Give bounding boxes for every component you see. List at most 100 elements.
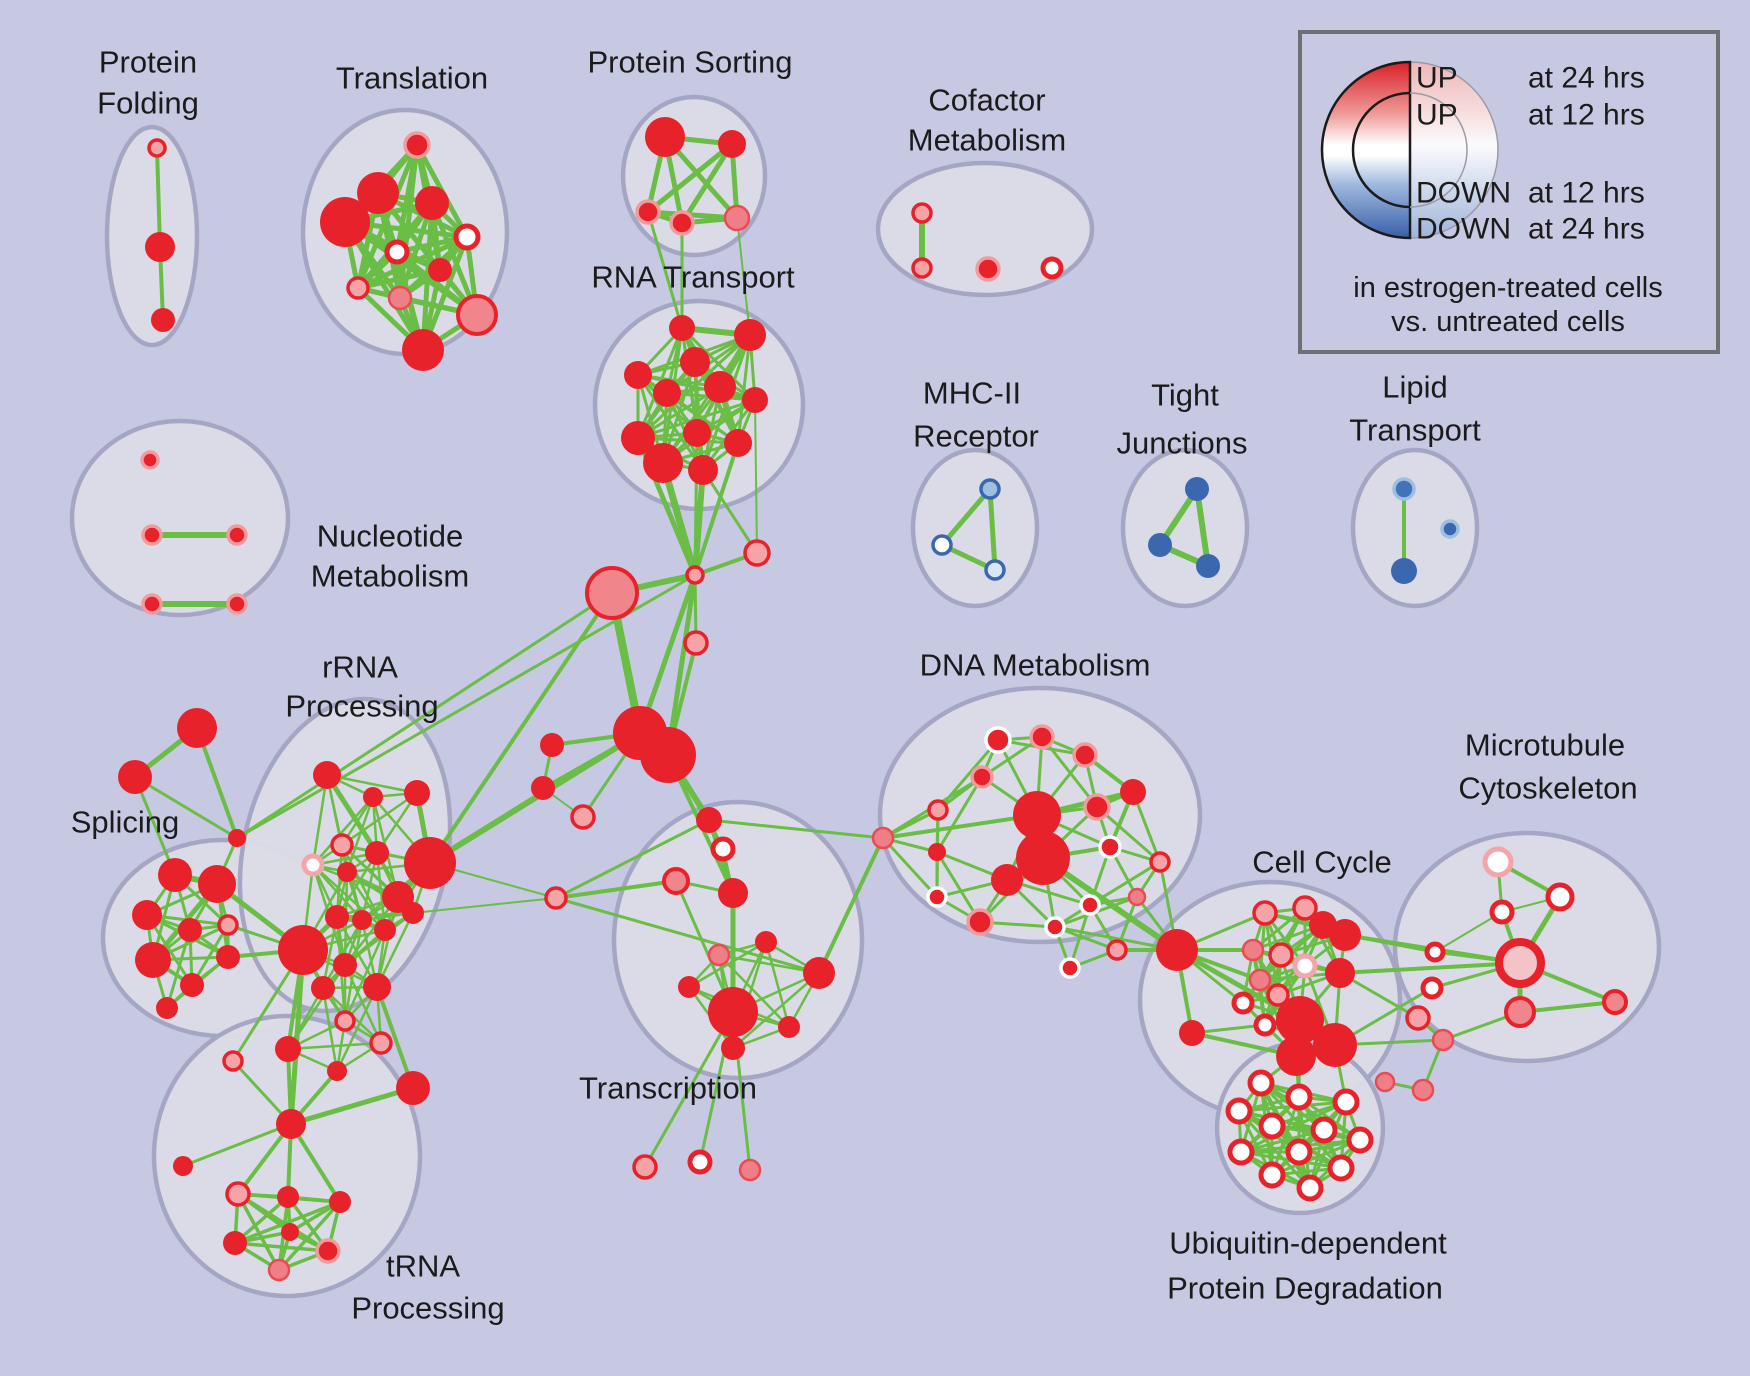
gene-node <box>544 886 568 910</box>
gene-node <box>1196 554 1220 578</box>
cluster-label-processing: Processing <box>351 1291 504 1326</box>
gene-node <box>669 315 695 341</box>
gene-node <box>223 1231 247 1255</box>
interaction-edge <box>707 818 885 840</box>
gene-node <box>226 593 248 615</box>
gene-node <box>135 942 171 978</box>
gene-node <box>970 765 994 789</box>
legend-circle-right-half-icon <box>1409 61 1499 239</box>
interaction-edge <box>646 210 684 330</box>
cluster-label-transport: Transport <box>1349 413 1481 448</box>
gene-node <box>635 199 661 225</box>
gene-node <box>217 914 239 936</box>
legend: UP at 24 hrs UP at 12 hrs DOWN at 12 hrs… <box>1298 30 1720 354</box>
gene-node <box>1248 968 1272 992</box>
legend-down-24-label: DOWN <box>1416 213 1511 246</box>
gene-node <box>984 726 1012 754</box>
legend-down-12-time: at 12 hrs <box>1528 177 1645 210</box>
gene-node <box>1083 793 1111 821</box>
gene-node <box>334 1010 356 1032</box>
cluster-label-dna-metabolism: DNA Metabolism <box>920 648 1151 683</box>
interaction-edge <box>321 915 339 990</box>
gene-node <box>1292 953 1318 979</box>
cluster-labels: Protein Folding Translation Protein Sorting… <box>71 45 1638 1326</box>
gene-node <box>683 630 709 656</box>
node-layer <box>118 117 1628 1282</box>
legend-caption-line2: vs. untreated cells <box>1391 306 1625 338</box>
gene-node <box>158 858 192 892</box>
gene-node <box>1268 942 1294 968</box>
gene-node <box>1276 1036 1316 1076</box>
interaction-edge <box>235 591 614 840</box>
interaction-edge <box>754 399 758 554</box>
interaction-edge <box>987 486 998 573</box>
gene-node <box>301 853 325 877</box>
interaction-edge <box>693 431 699 577</box>
interaction-edge <box>701 468 759 555</box>
gene-node <box>1253 1013 1277 1037</box>
interaction-edge <box>1068 903 1092 970</box>
gene-node <box>707 943 731 967</box>
gene-node <box>975 256 1001 282</box>
gene-node <box>1044 916 1066 938</box>
gene-node <box>1258 1112 1286 1140</box>
interaction-edge <box>881 836 939 899</box>
gene-node <box>177 708 217 748</box>
gene-node <box>281 1223 299 1241</box>
gene-node <box>653 379 681 407</box>
interaction-edge <box>1338 961 1522 975</box>
gene-node <box>718 878 748 908</box>
cluster-region-tight-junctions <box>1120 447 1250 609</box>
cluster-label-translation: Translation <box>336 61 488 96</box>
gene-node <box>688 455 718 485</box>
interaction-edge <box>643 1010 735 1169</box>
interaction-edge <box>939 486 993 548</box>
interaction-edge <box>881 813 1039 840</box>
gene-node <box>540 733 564 757</box>
gene-node <box>132 900 162 930</box>
gene-node <box>387 285 413 311</box>
gene-node <box>624 361 652 389</box>
interaction-edge <box>345 795 375 874</box>
cluster-region-cofactor-metabolism <box>875 160 1095 298</box>
gene-node <box>384 239 410 265</box>
legend-up-12-time: at 12 hrs <box>1528 99 1645 132</box>
gene-node <box>778 1016 800 1038</box>
cluster-label-transcription: Transcription <box>579 1071 757 1106</box>
cluster-label-protein: Protein <box>99 45 197 80</box>
interaction-edge <box>1053 925 1119 952</box>
gene-node <box>1310 1116 1338 1144</box>
interaction-edge <box>277 1200 342 1272</box>
gene-node <box>1059 957 1081 979</box>
gene-node <box>1258 1161 1286 1189</box>
gene-node <box>147 138 167 158</box>
gene-node <box>704 371 736 403</box>
gene-node <box>145 232 175 262</box>
gene-node <box>734 319 766 351</box>
gene-node <box>743 539 771 567</box>
gene-node <box>222 1050 244 1072</box>
gene-node <box>991 864 1023 896</box>
gene-node <box>225 1181 251 1207</box>
gene-node <box>173 1156 193 1176</box>
gene-node <box>871 826 895 850</box>
cluster-label-folding: Folding <box>97 86 199 121</box>
gene-node <box>1495 938 1545 988</box>
interaction-edge <box>311 773 329 867</box>
interaction-edge <box>343 963 383 1045</box>
gene-node <box>1098 835 1122 859</box>
gene-node <box>1072 742 1098 768</box>
gene-node <box>680 347 710 377</box>
interaction-edge <box>636 373 757 402</box>
gene-node <box>216 945 240 969</box>
gene-node <box>330 833 354 857</box>
gene-node <box>352 910 372 930</box>
cluster-label-tight: Tight <box>1151 378 1219 413</box>
gene-node <box>1247 1069 1275 1097</box>
gene-node <box>402 902 424 924</box>
gene-node <box>267 1258 291 1282</box>
cluster-label-metabolism: Metabolism <box>311 559 470 594</box>
gene-node <box>640 727 696 783</box>
